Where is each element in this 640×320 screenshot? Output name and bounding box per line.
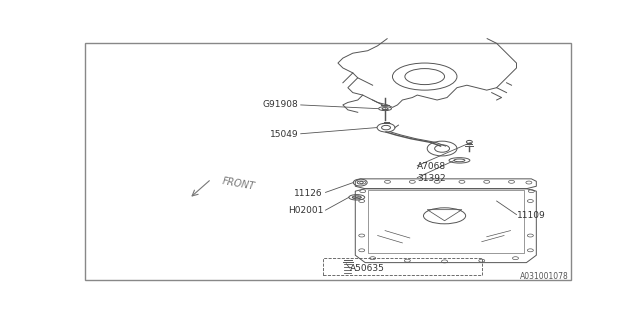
Text: 11126: 11126 bbox=[294, 189, 323, 198]
Text: 11109: 11109 bbox=[516, 211, 545, 220]
Text: H02001: H02001 bbox=[287, 206, 323, 215]
Text: 15049: 15049 bbox=[269, 130, 298, 139]
Bar bbox=[323, 258, 482, 275]
Text: A50635: A50635 bbox=[350, 264, 385, 273]
Text: A031001078: A031001078 bbox=[520, 272, 568, 281]
Text: G91908: G91908 bbox=[262, 100, 298, 109]
Text: FRONT: FRONT bbox=[221, 176, 256, 192]
Text: 31392: 31392 bbox=[417, 174, 446, 183]
Text: A7068: A7068 bbox=[417, 162, 447, 171]
